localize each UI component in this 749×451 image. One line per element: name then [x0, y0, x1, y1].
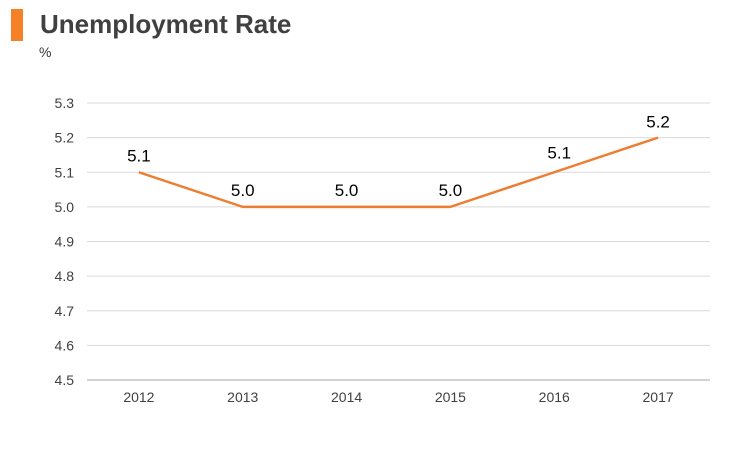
x-axis-ticks: 2012 2013 2014 2015 2016 2017 [123, 389, 674, 405]
data-label: 5.0 [335, 181, 359, 200]
data-label: 5.0 [439, 181, 463, 200]
y-tick-label: 5.2 [55, 130, 75, 146]
series-line [138, 136, 659, 209]
data-label: 5.2 [646, 113, 670, 132]
y-tick-label: 4.9 [55, 234, 75, 250]
series-line-group [138, 136, 659, 209]
gridlines [87, 102, 710, 381]
y-tick-label: 4.7 [55, 303, 75, 319]
x-tick-label: 2015 [435, 389, 466, 405]
y-tick-label: 4.8 [55, 268, 75, 284]
x-tick-label: 2014 [331, 389, 362, 405]
unit-label: % [39, 44, 52, 60]
title-accent-bar [11, 9, 23, 41]
data-labels: 5.1 5.0 5.0 5.0 5.1 5.2 [127, 113, 670, 200]
data-label: 5.1 [127, 146, 151, 165]
x-tick-label: 2012 [123, 389, 154, 405]
y-tick-label: 5.0 [55, 199, 75, 215]
x-tick-label: 2017 [643, 389, 674, 405]
y-tick-label: 4.5 [55, 372, 75, 388]
y-tick-label: 5.1 [55, 164, 75, 180]
x-tick-label: 2013 [227, 389, 258, 405]
chart-title: Unemployment Rate [40, 9, 292, 39]
y-tick-label: 4.6 [55, 337, 75, 353]
y-tick-label: 5.3 [55, 95, 75, 111]
data-label: 5.1 [547, 143, 571, 162]
y-axis-ticks: 4.5 4.6 4.7 4.8 4.9 5.0 5.1 5.2 5.3 [55, 95, 75, 388]
data-label: 5.0 [231, 181, 255, 200]
x-tick-label: 2016 [539, 389, 570, 405]
